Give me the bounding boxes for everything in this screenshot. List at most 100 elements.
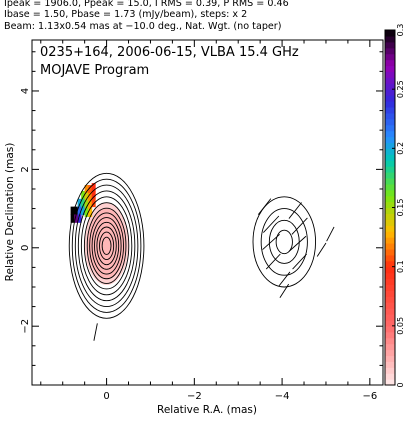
colorbar-segment	[385, 349, 395, 357]
colorbar-segment	[385, 71, 395, 78]
colorbar-segment	[385, 290, 395, 297]
colorbar-segment	[385, 201, 395, 209]
polarization-pixel	[81, 190, 86, 200]
colorbar-segment	[385, 83, 395, 90]
core-contour	[89, 212, 124, 280]
polarization-vector	[279, 283, 290, 298]
x-tick-label: −2	[187, 391, 202, 402]
colorbar-segment	[385, 59, 395, 67]
colorbar-segment	[385, 248, 395, 256]
polarization-vector	[326, 226, 335, 242]
colorbar-segment	[385, 130, 395, 138]
colorbar-segment	[385, 160, 395, 167]
core-contour	[91, 217, 122, 275]
colorbar-segment	[385, 65, 395, 73]
colorbar-segment	[385, 367, 395, 374]
y-tick-label: 0	[20, 245, 31, 251]
x-tick-label: 0	[103, 391, 109, 402]
colorbar-segment	[385, 343, 395, 351]
colorbar-segment	[385, 219, 395, 226]
colorbar-segment	[385, 314, 395, 321]
header-line-intensity: Ipeak = 1906.0, Ppeak = 15.0, I RMS = 0.…	[4, 0, 289, 9]
polarization-vector	[257, 198, 272, 215]
plot-frame	[31, 39, 384, 386]
colorbar-segment	[385, 337, 395, 345]
polarization-pixel	[77, 198, 82, 208]
y-tick-label: 4	[20, 88, 31, 94]
polarization-pixel	[88, 185, 93, 194]
colorbar-tick-label: 0	[396, 382, 405, 387]
colorbar-segment	[385, 237, 395, 244]
colorbar-tick-label: 0.1	[396, 260, 405, 273]
colorbar-segment	[385, 35, 395, 43]
colorbar-segment	[385, 373, 395, 380]
polarization-vector	[292, 253, 308, 270]
colorbar-segment	[385, 379, 395, 386]
x-tick-label: −6	[362, 391, 377, 402]
axis-ticks: 0 −2 −4 −6 −2 0 2 4	[20, 40, 383, 402]
colorbar-segment	[385, 331, 395, 339]
colorbar-segment	[385, 41, 395, 49]
y-tick-label: 2	[20, 166, 31, 172]
header-line-contours: Ibase = 1.50, Pbase = 1.73 (mJy/beam), s…	[4, 9, 248, 21]
core-contour	[99, 231, 115, 260]
y-tick-label: −2	[20, 319, 31, 334]
colorbar-tick-label: 0.05	[396, 317, 405, 335]
companion-contour	[268, 219, 300, 264]
polarization-pixel	[84, 192, 89, 202]
colorbar-segment	[385, 225, 395, 232]
colorbar-segment	[385, 53, 395, 61]
colorbar-tick-label: 0.2	[396, 142, 405, 155]
companion-contour	[260, 208, 308, 276]
core-contour	[71, 178, 142, 313]
polarization-pixel	[84, 185, 89, 194]
polarization-pixel	[70, 214, 75, 223]
polarization-vector	[291, 217, 308, 235]
core-contour	[94, 221, 120, 270]
colorbar-segment	[385, 172, 395, 179]
polarization-pixel	[91, 190, 96, 200]
colorbar-segment	[385, 177, 395, 185]
colorbar-segment	[385, 308, 395, 315]
polarization-pixel	[84, 208, 89, 217]
core-contour	[77, 190, 136, 302]
colorbar-segment	[385, 278, 395, 286]
polarization-pixel	[74, 206, 79, 215]
companion-contour	[252, 196, 317, 288]
colorbar-segment	[385, 101, 395, 108]
colorbar-segment	[385, 95, 395, 102]
colorbar-segment	[385, 302, 395, 309]
colorbar-segment	[385, 47, 395, 55]
colorbar-segment	[385, 142, 395, 149]
colorbar-tick-label: 0.25	[396, 80, 405, 98]
polarization-pixel	[81, 206, 86, 215]
colorbar-segment	[385, 136, 395, 144]
polarization-vector	[288, 235, 307, 252]
colorbar-segment	[385, 154, 395, 161]
core-contour	[83, 202, 130, 290]
colorbar-segment	[385, 355, 395, 362]
colorbar-segment	[385, 207, 395, 215]
colorbar-segment	[385, 260, 395, 268]
core-contour	[101, 236, 112, 255]
header-line-beam: Beam: 1.13x0.54 mas at −10.0 deg., Nat. …	[4, 20, 282, 32]
core-contour	[80, 196, 133, 296]
colorbar-segment	[385, 124, 395, 132]
x-tick-label: −4	[275, 391, 290, 402]
colorbar-segment	[385, 183, 395, 191]
colorbar-segment	[385, 361, 395, 368]
polarization-pixel	[77, 206, 82, 215]
colorbar-segment	[385, 254, 395, 262]
polarization-vector	[316, 242, 327, 257]
colorbar-segment	[385, 231, 395, 238]
core-contour	[86, 207, 127, 284]
colorbar-segment	[385, 89, 395, 96]
colorbar-segment	[385, 243, 395, 250]
map-header: Ipeak = 1906.0, Ppeak = 15.0, I RMS = 0.…	[4, 0, 289, 32]
colorbar-segment	[385, 189, 395, 197]
polarization-vector	[93, 323, 98, 341]
polarization-vector	[262, 233, 280, 250]
polarization-pixel	[88, 200, 93, 210]
colorbar-segment	[385, 213, 395, 220]
colorbar-segment	[385, 118, 395, 126]
